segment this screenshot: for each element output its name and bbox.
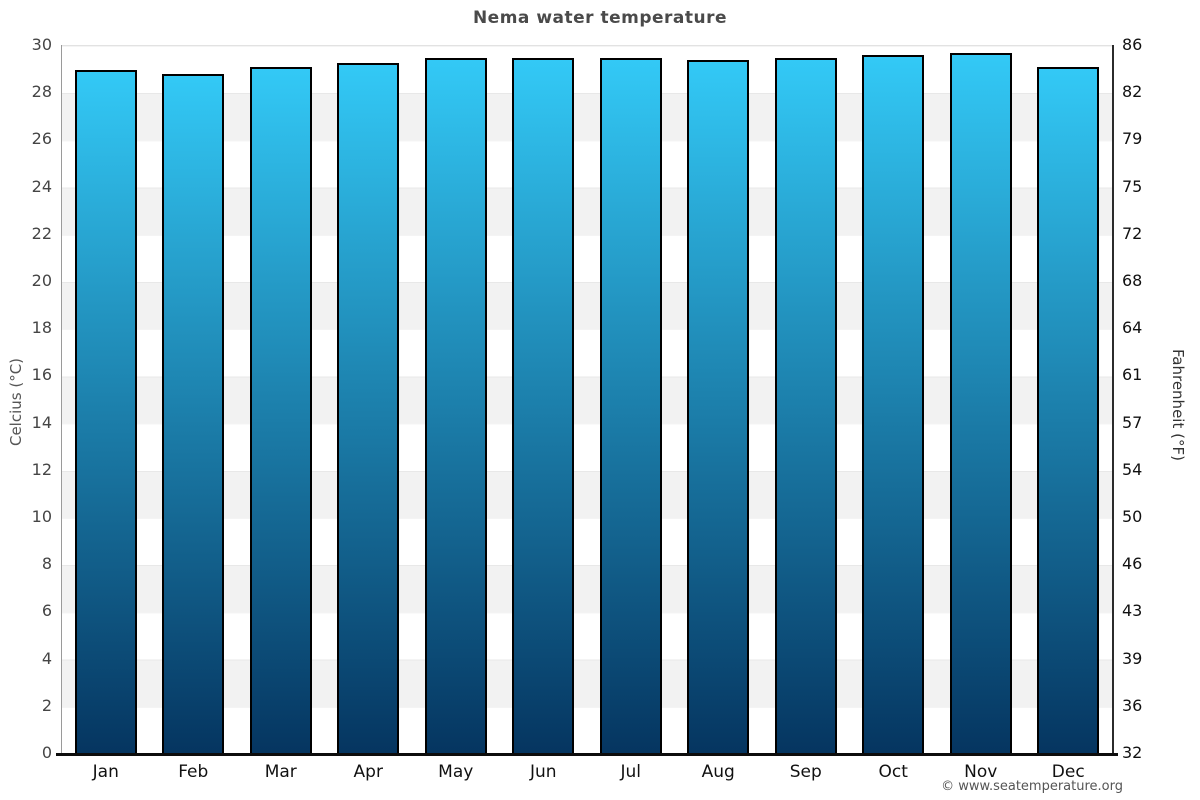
y-tick-c-0: 0 xyxy=(41,743,52,762)
x-axis-line xyxy=(56,753,1118,756)
y-axis-line-left xyxy=(61,45,62,753)
y-tick-c-26: 26 xyxy=(31,129,52,149)
x-tick-label-sep: Sep xyxy=(789,762,822,782)
bar-mar xyxy=(249,67,312,754)
y-tick-c-14: 14 xyxy=(31,412,52,432)
y-tick-c-10: 10 xyxy=(31,507,52,526)
x-tick-label-mar: Mar xyxy=(264,762,297,782)
x-tick-label-oct: Oct xyxy=(878,762,908,782)
y-tick-c-16: 16 xyxy=(31,365,52,385)
y-tick-f-43: 43 xyxy=(1122,601,1143,621)
y-tick-f-46: 46 xyxy=(1122,554,1143,574)
y-tick-c-28: 28 xyxy=(31,82,52,102)
watermark-credit: © www.seatemperature.org xyxy=(941,779,1123,794)
y-tick-f-54: 54 xyxy=(1122,459,1143,479)
y-tick-c-2: 2 xyxy=(41,695,52,715)
y-tick-f-36: 36 xyxy=(1122,695,1143,715)
y-tick-f-64: 64 xyxy=(1122,318,1143,338)
bar-sep xyxy=(774,57,837,754)
bar-nov xyxy=(949,53,1012,754)
x-tick-label-apr: Apr xyxy=(353,762,383,782)
bar-apr xyxy=(337,62,400,754)
bar-may xyxy=(424,57,487,754)
y-tick-c-8: 8 xyxy=(41,554,52,574)
x-tick-label-dec: Dec xyxy=(1051,762,1085,782)
y-tick-c-24: 24 xyxy=(31,176,52,196)
y-tick-f-75: 75 xyxy=(1122,176,1143,196)
x-tick-label-nov: Nov xyxy=(964,762,998,782)
y-tick-c-4: 4 xyxy=(41,648,52,668)
y-tick-f-79: 79 xyxy=(1122,129,1143,149)
y-tick-c-20: 20 xyxy=(31,271,52,290)
x-tick-label-may: May xyxy=(438,762,474,782)
y-tick-f-61: 61 xyxy=(1122,365,1143,385)
bar-jan xyxy=(74,69,137,754)
y-tick-c-22: 22 xyxy=(31,223,52,243)
x-tick-label-jan: Jan xyxy=(92,762,119,782)
y-tick-f-32: 32 xyxy=(1122,743,1143,762)
x-tick-label-feb: Feb xyxy=(178,762,209,782)
y-axis-line-right xyxy=(1112,45,1114,753)
bar-jul xyxy=(599,57,662,754)
bar-jun xyxy=(512,57,575,754)
y-tick-f-57: 57 xyxy=(1122,412,1143,432)
plot-area xyxy=(62,45,1112,754)
y-tick-c-12: 12 xyxy=(31,459,52,479)
y-tick-f-50: 50 xyxy=(1122,507,1143,526)
bar-aug xyxy=(687,60,750,754)
bar-dec xyxy=(1037,67,1100,754)
chart-title: Nema water temperature xyxy=(472,8,728,28)
y-tick-f-82: 82 xyxy=(1122,82,1143,102)
y-tick-f-72: 72 xyxy=(1122,223,1143,243)
bar-oct xyxy=(862,55,925,754)
y-tick-c-30: 30 xyxy=(31,35,52,54)
x-tick-label-jun: Jun xyxy=(529,762,557,782)
y-tick-f-39: 39 xyxy=(1122,648,1143,668)
y-tick-f-68: 68 xyxy=(1122,271,1143,290)
x-tick-label-aug: Aug xyxy=(701,762,735,782)
x-tick-label-jul: Jul xyxy=(620,762,641,782)
y-tick-c-6: 6 xyxy=(41,601,52,621)
bar-feb xyxy=(162,74,225,754)
y-tick-f-86: 86 xyxy=(1122,35,1143,54)
y-tick-c-18: 18 xyxy=(31,318,52,338)
